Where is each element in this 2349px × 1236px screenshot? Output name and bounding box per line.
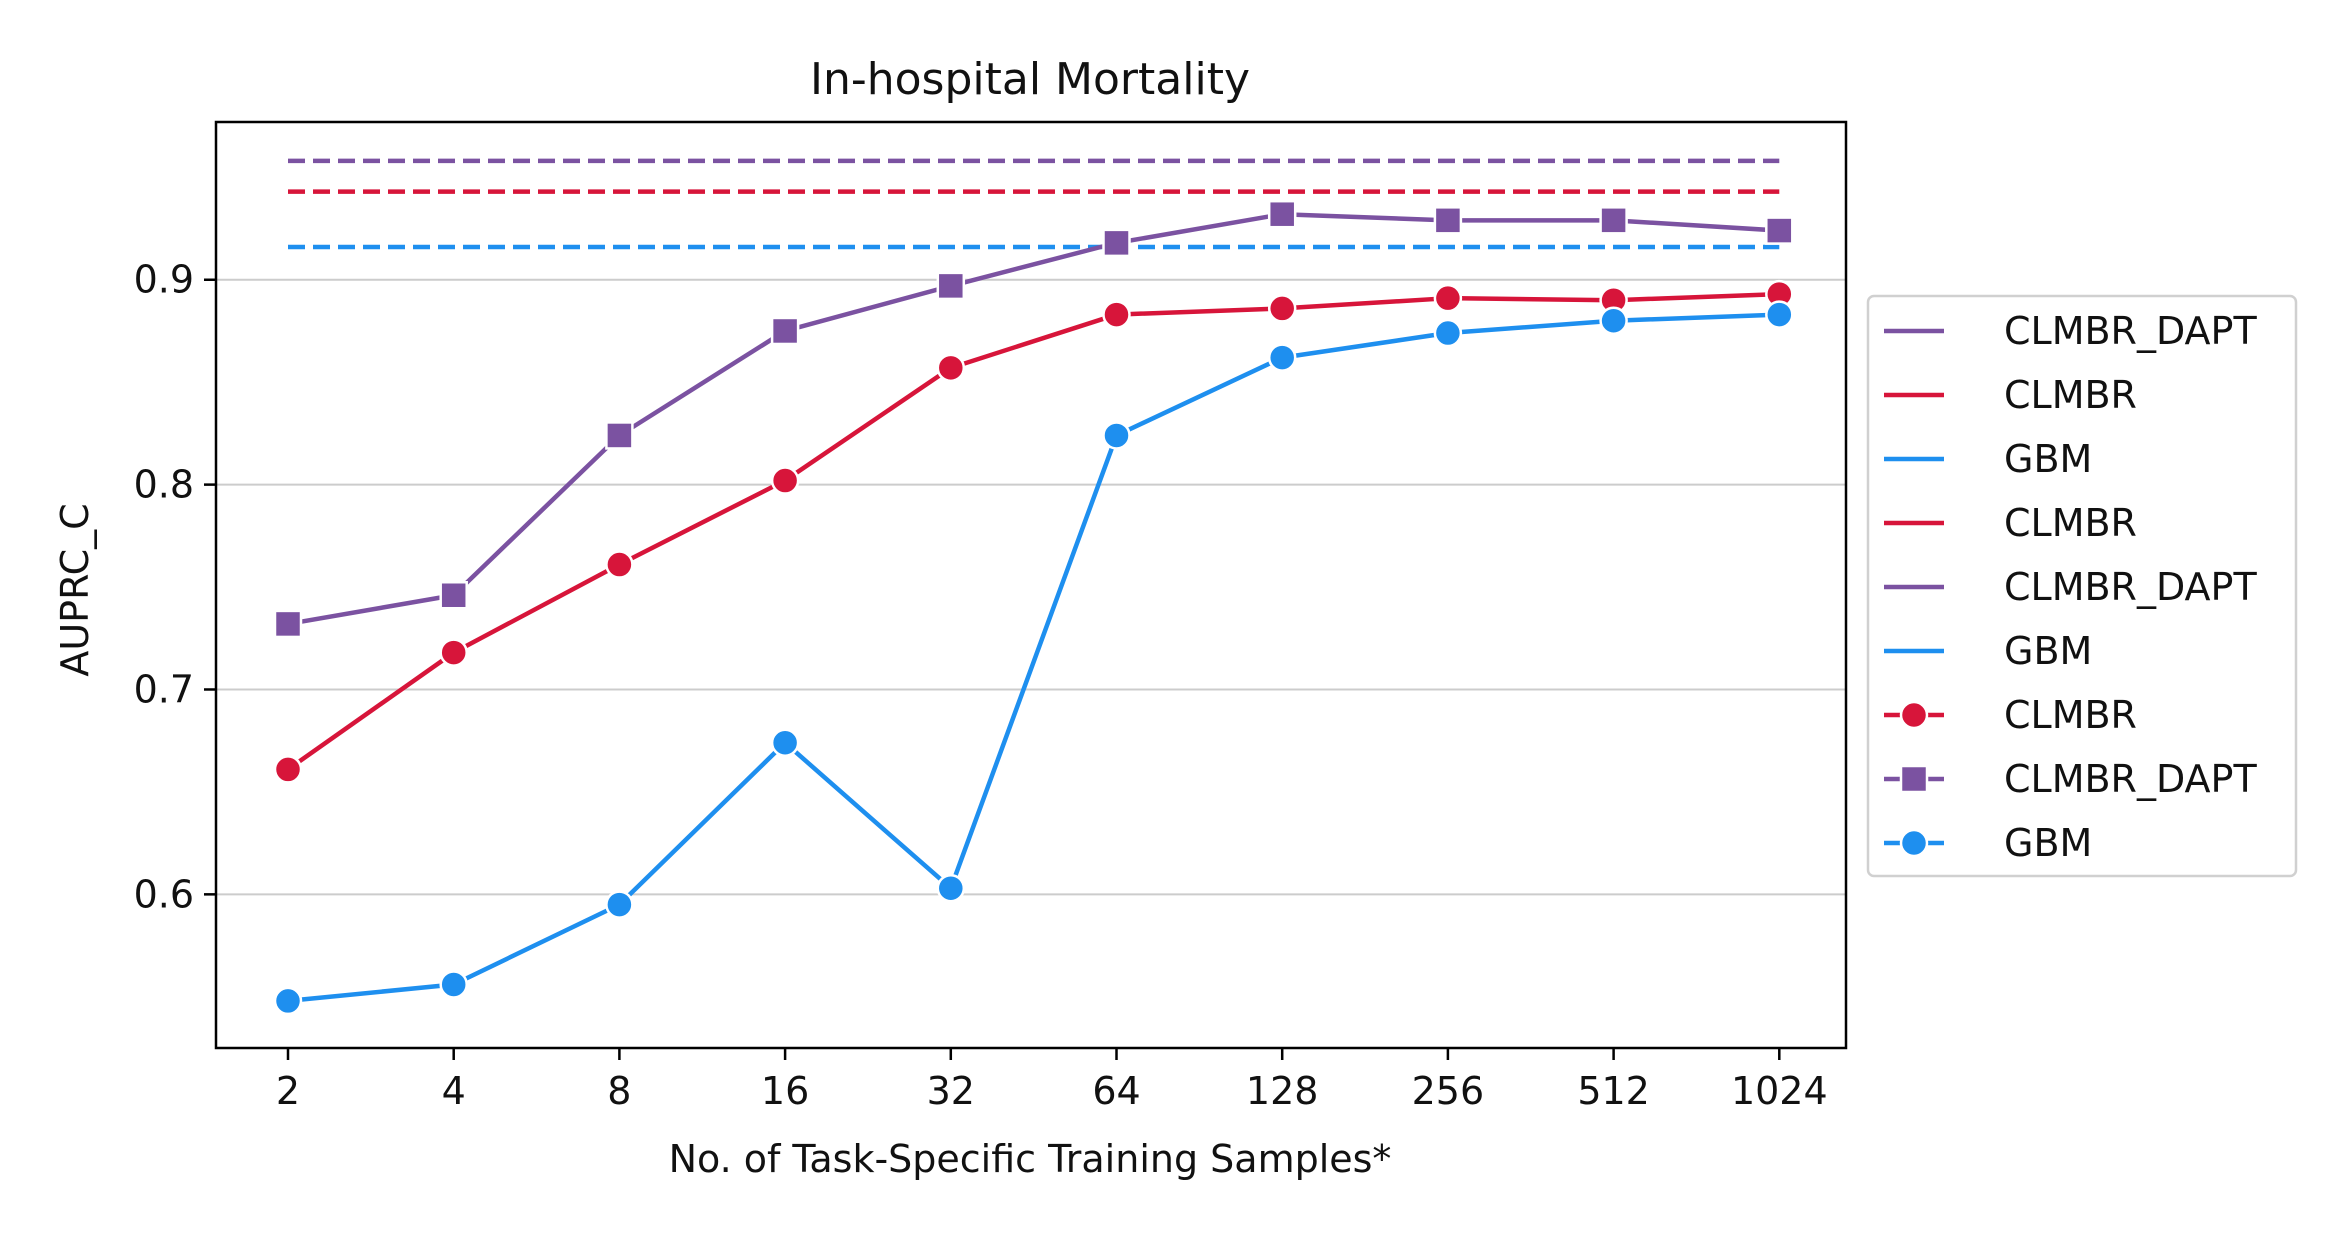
data-point [1102,228,1131,258]
axes: 0.6 0.7 0.8 0.9 2 4 8 16 32 64 128 256 512 1024 [134,258,1828,1113]
data-point [439,970,468,999]
y-tick-label: 0.6 [134,872,194,916]
legend-label: GBM [2004,821,2092,865]
data-point [605,421,634,450]
data-point [770,316,800,346]
y-tick-label: 0.8 [134,463,194,507]
x-tick-label: 512 [1577,1069,1650,1113]
data-point [1599,306,1628,335]
data-series [273,199,1794,1016]
data-point [439,638,468,667]
legend-item: CLMBR [1884,693,2137,737]
data-point [605,890,634,919]
legend-label: CLMBR [2004,693,2137,737]
data-point [273,986,303,1016]
legend-label: GBM [2004,629,2092,673]
legend-marker [1899,828,1929,858]
legend-marker [1899,700,1929,730]
data-point [936,271,966,301]
data-point [1102,300,1131,329]
x-tick-label: 256 [1412,1069,1485,1113]
series-line [287,211,1780,627]
data-point [1267,294,1297,323]
series-line [287,312,1780,1004]
x-tick-label: 32 [927,1069,975,1113]
legend-label: CLMBR [2004,373,2137,417]
legend-item: CLMBR_DAPT [1884,757,2257,801]
series-line [286,291,1780,772]
data-point [936,353,966,383]
data-point [1433,318,1463,348]
data-point [1599,206,1628,235]
series-clmbr [273,279,1794,784]
legend-box [1866,294,2298,878]
legend-item: CLMBR [1884,501,2137,545]
data-point [1765,216,1794,245]
data-point [1765,300,1794,329]
legend-item: GBM [1884,437,2092,481]
x-tick-label: 16 [761,1069,809,1113]
x-tick-label: 2 [276,1069,300,1113]
legend-item: CLMBR_DAPT [1884,309,2257,353]
data-point [1267,199,1297,229]
y-tick-label: 0.9 [134,258,194,302]
x-tick-label: 64 [1092,1069,1140,1113]
legend-item: CLMBR_DAPT [1884,565,2257,609]
x-tick-label: 128 [1246,1069,1319,1113]
legend-label: CLMBR [2004,501,2137,545]
legend: CLMBR_DAPT CLMBR GBM CLMBR CLMBR_DAPT GBM CLMB… [1866,294,2298,878]
x-tick-label: 1024 [1731,1069,1828,1113]
chart-title: In-hospital Mortality [810,54,1250,105]
y-axis-label: AUPRC_C [53,503,97,676]
data-point [273,609,303,639]
data-point [1433,206,1463,235]
data-point [439,580,468,610]
legend-item: GBM [1884,629,2092,673]
legend-item: GBM [1884,821,2092,865]
x-tick-label: 4 [442,1069,466,1113]
x-tick-label: 8 [607,1069,631,1113]
data-point [1267,343,1297,372]
data-point [1433,283,1463,313]
series-gbm [273,300,1794,1016]
legend-marker [1899,764,1929,794]
data-point [605,550,634,579]
x-axis-label: No. of Task-Specific Training Samples* [669,1137,1392,1181]
grid-lines [216,278,1846,896]
data-point [936,873,966,903]
baseline-lines [288,158,1780,250]
data-point [273,755,303,784]
legend-label: CLMBR_DAPT [2004,757,2257,801]
legend-label: CLMBR_DAPT [2004,565,2257,609]
data-point [770,466,800,495]
data-point [770,728,800,757]
legend-label: CLMBR_DAPT [2004,309,2257,353]
series-clmbr_dapt [273,199,1794,639]
data-point [1102,421,1131,450]
y-tick-label: 0.7 [134,667,194,711]
legend-item: CLMBR [1884,373,2137,417]
plot-frame [214,120,1848,1050]
legend-label: GBM [2004,437,2092,481]
